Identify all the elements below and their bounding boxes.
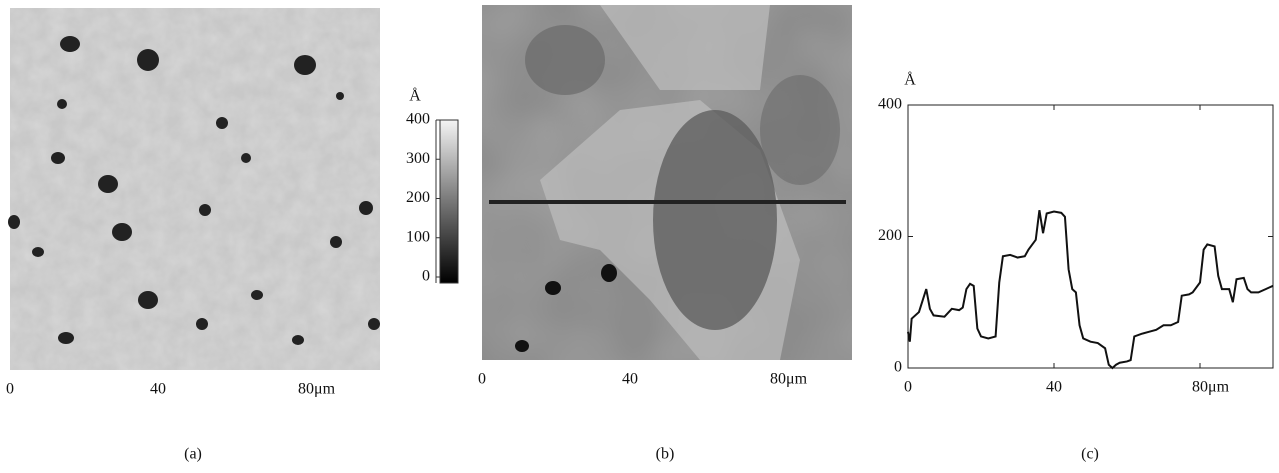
image-b	[482, 5, 852, 360]
panel-caption: (b)	[656, 446, 675, 463]
x-tick-label: 40	[150, 381, 166, 398]
colorbar-label: Å	[409, 87, 421, 105]
y-tick-label: 0	[894, 359, 902, 376]
panel-caption: (c)	[1081, 446, 1099, 463]
x-tick-label: 0	[6, 381, 14, 398]
x-tick-label: 0	[478, 371, 486, 388]
colorbar-tick-label: 200	[406, 189, 430, 206]
colorbar-tick-label: 100	[406, 228, 430, 245]
y-axis-label: Å	[904, 71, 916, 89]
profile-line	[907, 210, 1274, 370]
colorbar-tick-label: 0	[422, 268, 430, 285]
y-tick-label: 200	[878, 227, 902, 244]
y-tick-label: 400	[878, 96, 902, 113]
x-tick-label: 80μm	[1192, 379, 1230, 396]
x-tick-label: 40	[622, 371, 638, 388]
image-a	[8, 8, 380, 370]
x-tick-label: 80μm	[770, 371, 808, 388]
colorbar	[439, 119, 459, 284]
panel-caption: (a)	[184, 446, 202, 463]
x-tick-label: 0	[904, 379, 912, 396]
x-tick-label: 40	[1046, 379, 1062, 396]
x-tick-label: 80μm	[298, 381, 336, 398]
colorbar-tick-label: 400	[406, 111, 430, 128]
plot-frame	[907, 104, 1274, 369]
colorbar-tick-label: 300	[406, 150, 430, 167]
